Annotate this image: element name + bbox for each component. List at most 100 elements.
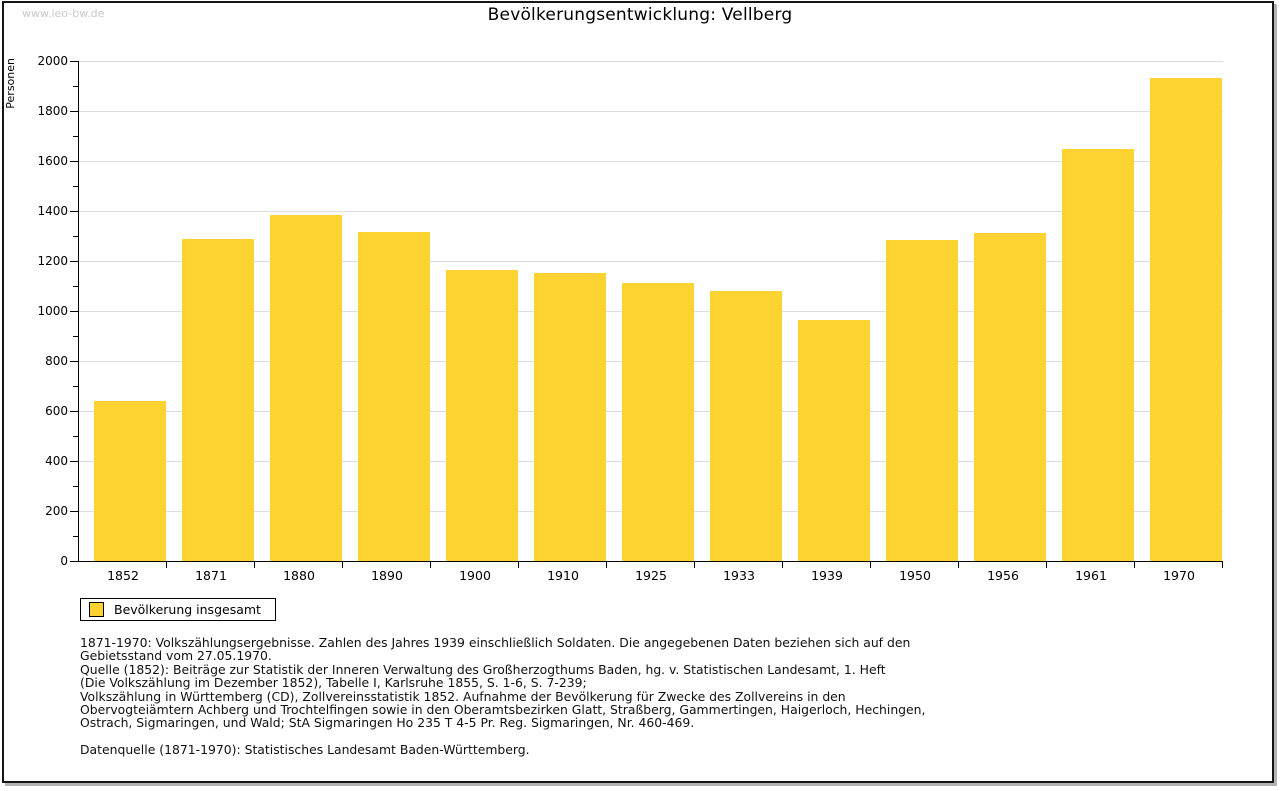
- x-axis-tick: [606, 561, 607, 568]
- x-axis-tick-label: 1961: [1075, 568, 1107, 583]
- chart-plot-area: 0 200 400 600 800 1000 1200 1400 1600 1800 2000 185…: [37, 54, 1223, 583]
- bar-slot: 1910: [519, 61, 607, 583]
- y-axis-tick: [70, 160, 79, 162]
- x-axis-tick: [518, 561, 519, 568]
- source-note-line: Ostrach, Sigmaringen, und Wald; StA Sigm…: [80, 715, 695, 731]
- page-title: Bevölkerungsentwicklung: Vellberg: [487, 5, 793, 25]
- y-axis-tick-label: 600: [45, 404, 68, 418]
- legend-label: Bevölkerung insgesamt: [114, 602, 261, 617]
- bar-slot: 1956: [959, 61, 1047, 583]
- bar-slot: 1900: [431, 61, 519, 583]
- bar-slot: 1890: [343, 61, 431, 583]
- source-notes: 1871-1970: Volkszählungsergebnisse. Zahl…: [80, 635, 926, 757]
- x-axis-tick: [870, 561, 871, 568]
- watermark: www.leo-bw.de: [22, 7, 105, 20]
- x-axis-tick-label: 1871: [195, 568, 227, 583]
- x-axis-tick: [782, 561, 783, 568]
- x-axis-tick: [1134, 561, 1135, 568]
- x-axis-tick-label: 1950: [899, 568, 931, 583]
- y-axis-tick: [70, 260, 79, 262]
- x-axis-tick-label: 1956: [987, 568, 1019, 583]
- y-axis-tick: [73, 385, 79, 387]
- bar-1900: [446, 270, 518, 561]
- bar-1970: [1150, 78, 1222, 561]
- y-axis-tick: [73, 85, 79, 87]
- y-axis-tick: [70, 360, 79, 362]
- y-axis-title: Personen: [4, 58, 17, 109]
- source-note-line: (Die Volkszählung im Dezember 1852), Tab…: [80, 675, 587, 691]
- bar-1956: [974, 233, 1046, 561]
- bar-1880: [270, 215, 342, 561]
- y-axis-tick: [73, 135, 79, 137]
- y-axis-tick: [73, 185, 79, 187]
- y-axis-tick-label: 1000: [37, 304, 68, 318]
- x-axis-tick-label: 1852: [107, 568, 139, 583]
- bar-slot: 1925: [607, 61, 695, 583]
- y-axis-tick: [73, 335, 79, 337]
- y-axis-tick-label: 800: [45, 354, 68, 368]
- x-axis-tick-label: 1970: [1163, 568, 1195, 583]
- x-axis-tick-label: 1910: [547, 568, 579, 583]
- bar-1852: [94, 401, 166, 561]
- y-axis-tick-label: 1400: [37, 204, 68, 218]
- datasource-note: Datenquelle (1871-1970): Statistisches L…: [80, 741, 530, 757]
- bar-1890: [358, 232, 430, 561]
- y-axis-tick: [73, 435, 79, 437]
- bar-1871: [182, 238, 254, 561]
- y-axis-tick-label: 1800: [37, 104, 68, 118]
- bar-slot: 1970: [1135, 61, 1223, 583]
- bar-1933: [710, 291, 782, 561]
- source-note-line: 1871-1970: Volkszählungsergebnisse. Zahl…: [80, 635, 911, 650]
- gridline: [79, 110, 1223, 112]
- y-axis-tick: [73, 235, 79, 237]
- gridline: [79, 60, 1223, 62]
- x-axis-tick-label: 1925: [635, 568, 667, 583]
- bar-slot: 1933: [695, 61, 783, 583]
- bar-slot: 1852: [79, 61, 167, 583]
- bar-slot: 1880: [255, 61, 343, 583]
- source-note-line: Volkszählung in Württemberg (CD), Zollve…: [80, 688, 846, 704]
- x-axis-tick: [166, 561, 167, 568]
- x-axis-tick-label: 1939: [811, 568, 843, 583]
- y-axis-tick: [70, 60, 79, 62]
- x-axis-tick-label: 1890: [371, 568, 403, 583]
- x-axis-tick: [342, 561, 343, 568]
- x-axis-tick-label: 1900: [459, 568, 491, 583]
- y-axis-tick: [73, 285, 79, 287]
- gridline: [79, 260, 1223, 262]
- source-note-line: Obervogteiämtern Achberg und Trochtelfin…: [80, 702, 926, 718]
- y-axis-tick: [70, 510, 79, 512]
- y-axis-tick: [70, 460, 79, 462]
- x-axis-tick: [430, 561, 431, 568]
- x-axis-tick: [254, 561, 255, 568]
- bar-1939: [798, 320, 870, 561]
- legend: Bevölkerung insgesamt: [80, 598, 276, 621]
- bar-slot: 1939: [783, 61, 871, 583]
- bar-1910: [534, 273, 606, 561]
- source-note-line: Quelle (1852): Beiträge zur Statistik de…: [80, 661, 886, 677]
- bar-slot: 1871: [167, 61, 255, 583]
- y-axis-tick: [73, 535, 79, 537]
- y-axis-tick-label: 0: [60, 554, 68, 568]
- y-axis-tick-label: 1200: [37, 254, 68, 268]
- x-axis-tick: [694, 561, 695, 568]
- y-axis-tick: [70, 310, 79, 312]
- x-axis-tick: [958, 561, 959, 568]
- y-axis-tick: [70, 110, 79, 112]
- legend-swatch: [89, 602, 104, 617]
- y-axis-tick-label: 1600: [37, 154, 68, 168]
- gridline: [79, 210, 1223, 212]
- bar-slot: 1950: [871, 61, 959, 583]
- y-axis-tick-label: 2000: [37, 54, 68, 68]
- x-axis-tick-label: 1880: [283, 568, 315, 583]
- y-axis-tick: [70, 410, 79, 412]
- gridline: [79, 160, 1223, 162]
- x-axis-tick-label: 1933: [723, 568, 755, 583]
- x-axis-tick: [1046, 561, 1047, 568]
- bar-1950: [886, 240, 958, 561]
- x-axis-tick: [1222, 561, 1223, 568]
- bar-slot: 1961: [1047, 61, 1135, 583]
- y-axis-tick: [73, 485, 79, 487]
- bar-1925: [622, 283, 694, 561]
- y-axis-tick: [70, 560, 79, 562]
